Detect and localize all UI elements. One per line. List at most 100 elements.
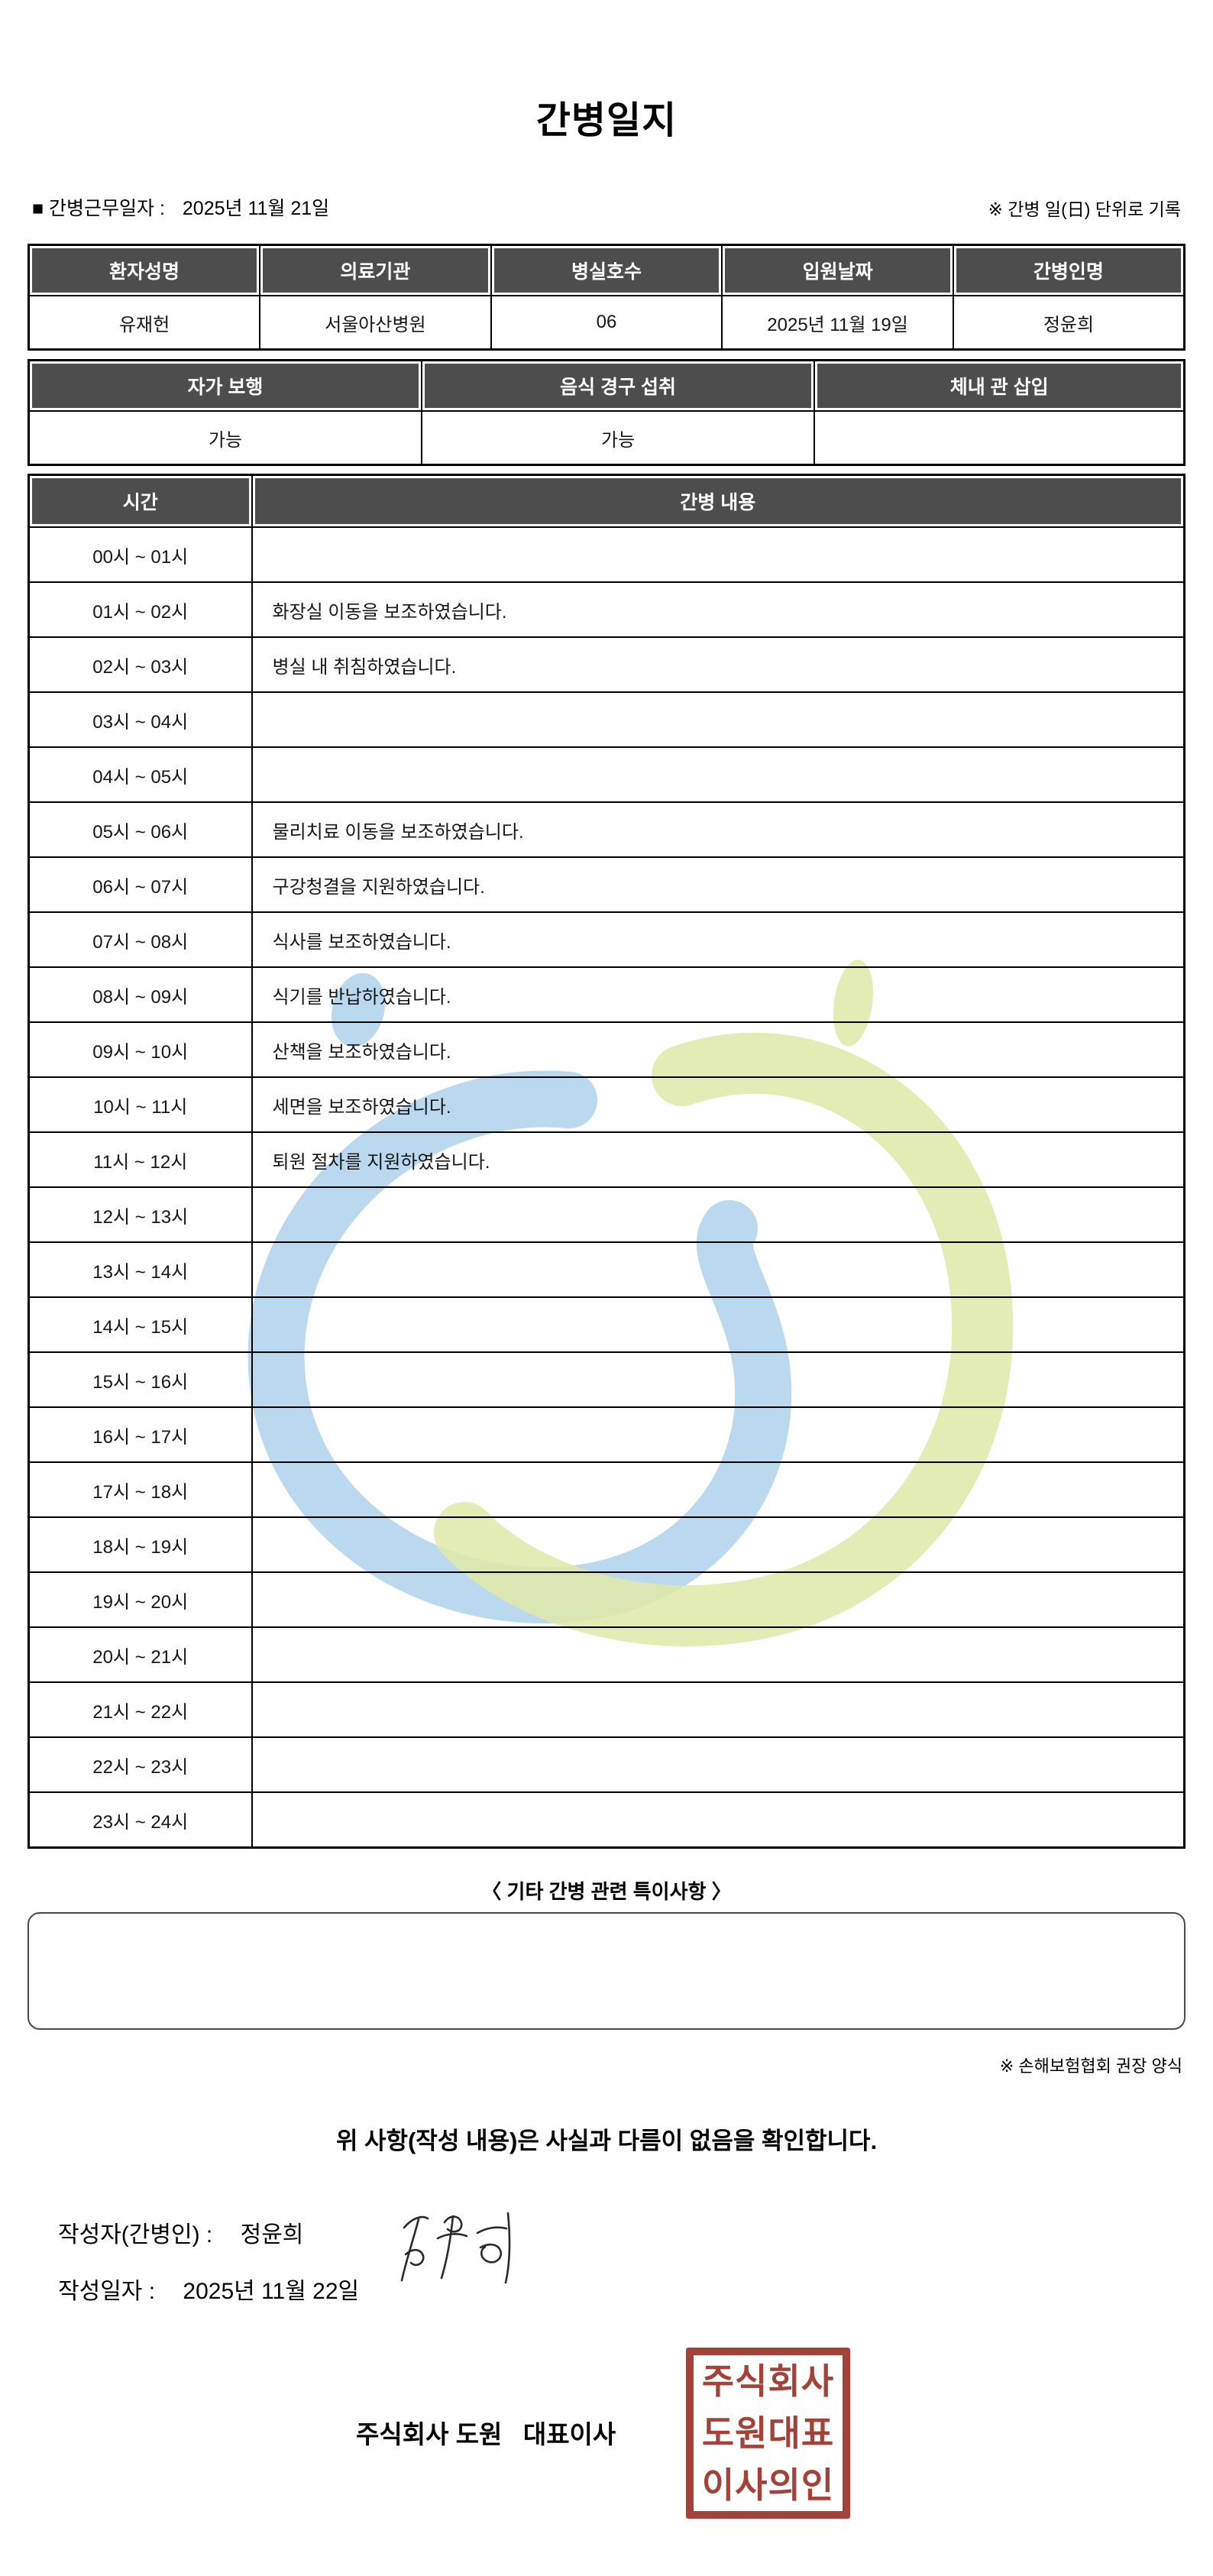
care-content-cell — [251, 746, 1186, 803]
time-cell: 18시 ~ 19시 — [27, 1516, 253, 1573]
time-cell: 16시 ~ 17시 — [27, 1406, 253, 1463]
status-value-cell: 가능 — [420, 410, 816, 466]
care-content-cell — [251, 691, 1186, 748]
care-content-cell — [251, 1516, 1186, 1573]
time-cell: 01시 ~ 02시 — [27, 581, 253, 638]
seal-row: 주식회사 — [701, 2361, 835, 2401]
care-log-row: 05시 ~ 06시 물리치료 이동을 보조하였습니다. — [27, 801, 1186, 858]
notes-heading: 〈 기타 간병 관련 특이사항 〉 — [481, 1880, 732, 1903]
unit-note: ※ 간병 일(日) 단위로 기록 — [988, 199, 1181, 219]
care-log-row: 20시 ~ 21시 — [27, 1626, 1186, 1683]
time-cell: 14시 ~ 15시 — [27, 1296, 253, 1353]
care-content-cell — [251, 526, 1186, 583]
care-content-cell — [251, 1351, 1186, 1408]
care-log-row: 14시 ~ 15시 — [27, 1296, 1186, 1353]
patient-status-table: 자가 보행 음식 경구 섭취 체내 관 삽입 가능 가능 — [27, 359, 1186, 466]
care-content-cell — [251, 1296, 1186, 1353]
care-log-row: 00시 ~ 01시 — [27, 526, 1186, 583]
corporate-seal-stamp: 주식회사 도원대표 이사의인 — [686, 2348, 850, 2519]
status-header-cell: 음식 경구 섭취 — [420, 359, 816, 412]
care-log-table: 시간 간병 내용 00시 ~ 01시 01시 ~ 02시 화장실 이동을 보조하였습… — [27, 474, 1186, 1849]
care-content-cell: 물리치료 이동을 보조하였습니다. — [251, 801, 1186, 858]
care-log-row: 06시 ~ 07시 구강청결을 지원하였습니다. — [27, 856, 1186, 913]
time-cell: 07시 ~ 08시 — [27, 911, 253, 968]
seal-row: 도원대표 — [701, 2413, 835, 2453]
care-log-row: 09시 ~ 10시 산책을 보조하였습니다. — [27, 1021, 1186, 1078]
writer-label: 작성자(간병인) : — [58, 2222, 213, 2248]
status-header-row: 자가 보행 음식 경구 섭취 체내 관 삽입 — [27, 359, 1186, 412]
patient-value-cell: 2025년 11월 19일 — [721, 295, 954, 351]
status-value-cell — [814, 410, 1186, 466]
care-log-row: 22시 ~ 23시 — [27, 1736, 1186, 1793]
care-log-row: 13시 ~ 14시 — [27, 1241, 1186, 1298]
patient-value-cell: 정윤희 — [952, 295, 1186, 351]
care-log-row: 21시 ~ 22시 — [27, 1681, 1186, 1738]
care-content-cell: 산책을 보조하였습니다. — [251, 1021, 1186, 1078]
written-date-label: 작성일자 : — [58, 2279, 156, 2304]
status-value-row: 가능 가능 — [27, 410, 1186, 466]
status-value-cell: 가능 — [27, 410, 422, 466]
time-cell: 02시 ~ 03시 — [27, 636, 253, 693]
time-cell: 23시 ~ 24시 — [27, 1791, 253, 1849]
care-log-row: 12시 ~ 13시 — [27, 1186, 1186, 1243]
care-log-row: 04시 ~ 05시 — [27, 746, 1186, 803]
patient-header-row: 환자성명 의료기관 병실호수 입원날짜 간병인명 — [27, 244, 1186, 296]
time-cell: 15시 ~ 16시 — [27, 1351, 253, 1408]
care-log-body: 00시 ~ 01시 01시 ~ 02시 화장실 이동을 보조하였습니다. 02시 ~ … — [27, 526, 1186, 1849]
care-content-cell: 화장실 이동을 보조하였습니다. — [251, 581, 1186, 638]
care-log-header-row: 시간 간병 내용 — [27, 474, 1186, 528]
patient-value-cell: 유재헌 — [27, 295, 261, 351]
time-cell: 05시 ~ 06시 — [27, 801, 253, 858]
care-log-row: 07시 ~ 08시 식사를 보조하였습니다. — [27, 911, 1186, 968]
company-line: 주식회사 도원 대표이사 — [356, 2420, 616, 2448]
writer-name: 정윤희 — [240, 2222, 304, 2248]
care-log-row: 15시 ~ 16시 — [27, 1351, 1186, 1408]
patient-header-cell: 입원날짜 — [721, 244, 954, 296]
care-content-cell — [251, 1626, 1186, 1683]
time-cell: 09시 ~ 10시 — [27, 1021, 253, 1078]
care-content-cell — [251, 1186, 1186, 1243]
time-cell: 00시 ~ 01시 — [27, 526, 253, 583]
care-content-cell: 구강청결을 지원하였습니다. — [251, 856, 1186, 913]
patient-value-row: 유재헌 서울아산병원 06 2025년 11월 19일 정윤희 — [27, 295, 1186, 351]
patient-value-cell: 06 — [490, 295, 723, 351]
time-cell: 04시 ~ 05시 — [27, 746, 253, 803]
written-date-line: 작성일자 : 2025년 11월 22일 — [27, 2272, 1186, 2306]
patient-header-cell: 의료기관 — [259, 244, 492, 296]
page-title: 간병일지 — [535, 100, 678, 141]
time-cell: 06시 ~ 07시 — [27, 856, 253, 913]
care-content-cell — [251, 1736, 1186, 1793]
signature-handwriting-icon — [400, 2212, 511, 2284]
care-log-row: 03시 ~ 04시 — [27, 691, 1186, 748]
care-log-row: 18시 ~ 19시 — [27, 1516, 1186, 1573]
care-content-cell — [251, 1406, 1186, 1463]
time-cell: 17시 ~ 18시 — [27, 1461, 253, 1518]
patient-header-cell: 병실호수 — [490, 244, 723, 296]
care-log-row: 16시 ~ 17시 — [27, 1406, 1186, 1463]
care-content-cell: 퇴원 절차를 지원하였습니다. — [251, 1131, 1186, 1188]
patient-header-cell: 간병인명 — [952, 244, 1186, 296]
care-content-cell: 식사를 보조하였습니다. — [251, 911, 1186, 968]
time-column-header: 시간 — [27, 474, 253, 528]
time-cell: 12시 ~ 13시 — [27, 1186, 253, 1243]
care-log-row: 10시 ~ 11시 세면을 보조하였습니다. — [27, 1076, 1186, 1133]
status-header-cell: 자가 보행 — [27, 359, 422, 412]
time-cell: 19시 ~ 20시 — [27, 1571, 253, 1628]
care-log-row: 17시 ~ 18시 — [27, 1461, 1186, 1518]
work-date-value: 2025년 11월 21일 — [182, 198, 330, 219]
document-content: 간병일지 ■ 간병근무일자 : 2025년 11월 21일 ※ 간병 일(日) … — [0, 90, 1213, 2306]
care-log-row: 01시 ~ 02시 화장실 이동을 보조하였습니다. — [27, 581, 1186, 638]
content-column-header: 간병 내용 — [251, 474, 1186, 528]
care-content-cell: 식기를 반납하였습니다. — [251, 966, 1186, 1023]
care-content-cell — [251, 1461, 1186, 1518]
time-cell: 10시 ~ 11시 — [27, 1076, 253, 1133]
time-cell: 03시 ~ 04시 — [27, 691, 253, 748]
time-cell: 20시 ~ 21시 — [27, 1626, 253, 1683]
patient-info-table: 환자성명 의료기관 병실호수 입원날짜 간병인명 유재헌 서울아산병원 06 2025년 11… — [27, 244, 1186, 351]
care-content-cell: 병실 내 취침하였습니다. — [251, 636, 1186, 693]
care-log-row: 02시 ~ 03시 병실 내 취침하였습니다. — [27, 636, 1186, 693]
patient-header-cell: 환자성명 — [27, 244, 261, 296]
writer-line: 작성자(간병인) : 정윤희 — [27, 2215, 1186, 2249]
time-cell: 21시 ~ 22시 — [27, 1681, 253, 1738]
